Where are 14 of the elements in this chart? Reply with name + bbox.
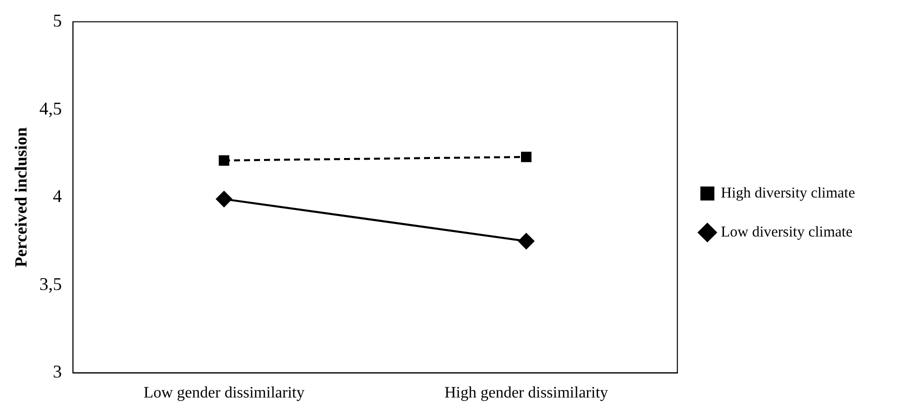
point: [216, 191, 232, 208]
y-axis-title: Perceived inclusion: [12, 126, 31, 268]
y-tick-label: 3: [52, 362, 62, 382]
point: [218, 155, 230, 166]
point: [518, 233, 534, 250]
y-tick-label: 4,5: [39, 98, 62, 118]
y-tick-label: 4: [52, 186, 62, 206]
x-tick-label: Low gender dissimilarity: [144, 384, 304, 402]
legend-label: High diversity climate: [720, 185, 856, 202]
y-tick-label: 5: [52, 10, 62, 31]
x-tick-label: High gender dissimilarity: [444, 384, 608, 402]
legend-label: Low diversity climate: [720, 224, 853, 240]
point: [521, 152, 532, 162]
y-tick-label: 3,5: [39, 274, 62, 294]
